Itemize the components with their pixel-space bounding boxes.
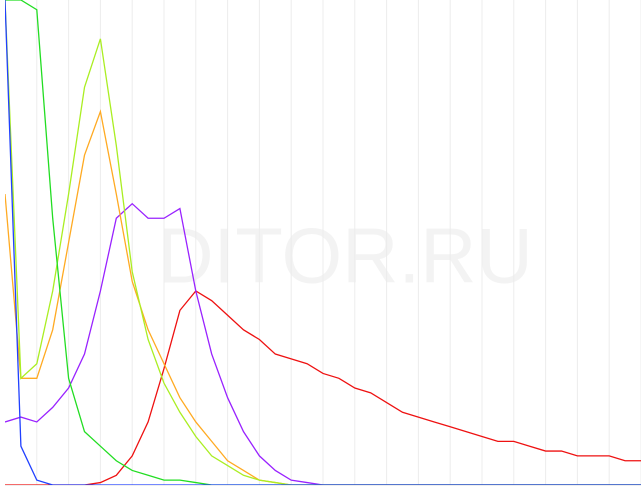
series-line [5, 0, 641, 485]
series-line [5, 109, 641, 485]
series-line [5, 290, 641, 485]
watermark: DITOR.RU [157, 212, 533, 300]
series-line [5, 0, 641, 485]
series-line [5, 202, 641, 485]
